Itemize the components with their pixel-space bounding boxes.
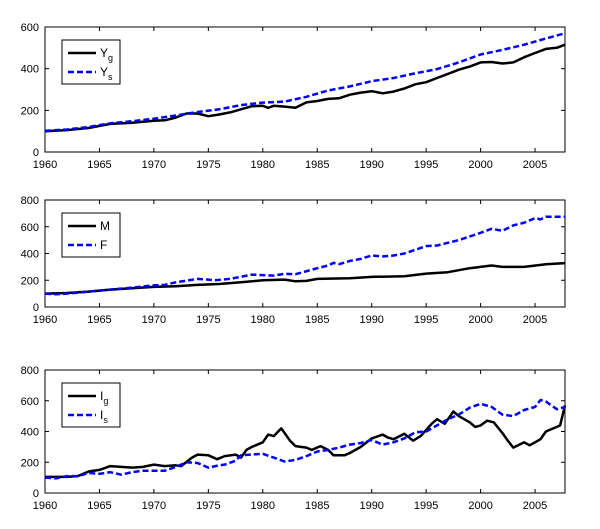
x-tick-label: 1985	[305, 500, 329, 512]
legend-label: Is	[100, 408, 108, 425]
x-tick-label: 1980	[251, 314, 275, 326]
axes-box	[44, 369, 566, 494]
x-tick-label: 2005	[523, 500, 547, 512]
x-tick-label: 1960	[33, 159, 57, 171]
legend-subscript: g	[108, 53, 113, 63]
x-tick-label: 1965	[87, 159, 111, 171]
x-tick-label: 1985	[305, 159, 329, 171]
x-tick-label: 2000	[468, 159, 492, 171]
y-tick-label: 200	[21, 457, 39, 469]
y-tick-label: 200	[21, 105, 39, 117]
x-tick-label: 1975	[196, 314, 220, 326]
x-tick-label: 1980	[251, 500, 275, 512]
x-tick-label: 1990	[359, 500, 383, 512]
x-tick-label: 1975	[196, 500, 220, 512]
x-tick-label: 2000	[468, 500, 492, 512]
x-tick-label: 1965	[87, 500, 111, 512]
x-tick-label: 1970	[142, 314, 166, 326]
x-tick-label: 1995	[414, 159, 438, 171]
x-tick-label: 1995	[414, 500, 438, 512]
x-tick-label: 1995	[414, 314, 438, 326]
y-tick-label: 400	[21, 249, 39, 261]
x-tick-label: 1970	[142, 159, 166, 171]
x-tick-label: 1960	[33, 314, 57, 326]
subplot-1: 1960 1965 1970 1975 1980 1985 1990 1995 2000 2005…	[21, 22, 566, 171]
x-tick-label: 2005	[523, 314, 547, 326]
y-tick-label: 600	[21, 22, 39, 34]
x-tick-label: 2000	[468, 314, 492, 326]
x-tick-label: 1970	[142, 500, 166, 512]
legend-box	[61, 382, 121, 428]
x-tick-label: 1990	[359, 314, 383, 326]
y-tick-label: 600	[21, 396, 39, 408]
series-line-ys	[44, 32, 566, 133]
legend-box	[61, 39, 121, 85]
x-tick-label: 1975	[196, 159, 220, 171]
subplot-3: 1960 1965 1970 1975 1980 1985 1990 1995 2000 2005…	[21, 365, 567, 512]
x-tick-label: 1990	[359, 159, 383, 171]
legend-box	[61, 212, 121, 258]
legend-label: Ig	[100, 389, 108, 406]
subplot-2: 1960 1965 1970 1975 1980 1985 1990 1995 2000 2005…	[21, 195, 566, 326]
legend-label: F	[100, 238, 107, 252]
legend-subscript: g	[103, 396, 108, 406]
x-tick-label: 1965	[87, 314, 111, 326]
legend-subscript: s	[108, 72, 113, 82]
y-tick-label: 0	[33, 147, 39, 159]
x-tick-label: 2005	[523, 159, 547, 171]
series-line-f	[44, 215, 565, 296]
y-tick-label: 800	[21, 195, 39, 207]
legend-label: M	[100, 219, 110, 233]
x-tick-label: 1985	[305, 314, 329, 326]
axes-box	[44, 26, 566, 153]
x-tick-label: 1960	[33, 500, 57, 512]
y-tick-label: 200	[21, 275, 39, 287]
legend: MF	[61, 212, 121, 258]
series-line-ig	[45, 405, 567, 479]
y-tick-label: 800	[21, 365, 39, 377]
y-tick-label: 600	[21, 222, 39, 234]
series-line-is	[44, 398, 566, 480]
legend-subscript: s	[103, 415, 108, 425]
y-tick-label: 0	[33, 488, 39, 500]
y-tick-label: 0	[33, 302, 39, 314]
y-tick-label: 400	[21, 427, 39, 439]
x-tick-label: 1980	[251, 159, 275, 171]
legend: Ig Is	[61, 382, 121, 428]
series-line-yg	[44, 43, 566, 133]
y-tick-label: 400	[21, 64, 39, 76]
axes-box	[44, 199, 566, 308]
